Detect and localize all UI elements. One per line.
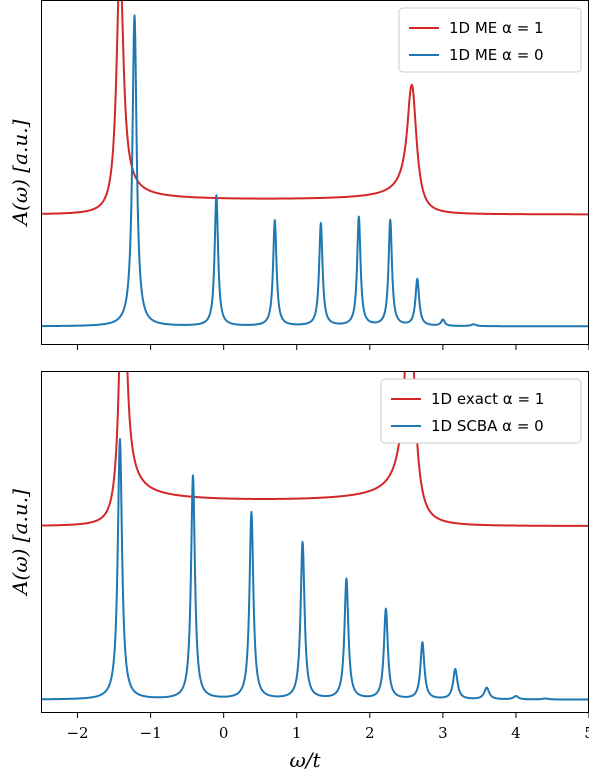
x-tick-label: 5 — [584, 724, 589, 742]
bottom-panel: −2−1012345A(ω) [a.u.]ω/t1D exact α = 11D… — [8, 371, 589, 772]
series-line-alpha-0 — [41, 438, 589, 701]
legend: 1D ME α = 1 1D ME α = 0 — [398, 7, 582, 73]
x-tick-label: 4 — [511, 724, 521, 742]
y-axis-label: A(ω) [a.u.] — [8, 119, 32, 227]
series-line-alpha-0 — [41, 14, 589, 328]
legend-label: 1D exact α = 1 — [431, 390, 544, 408]
legend-label: 1D ME α = 1 — [449, 19, 544, 37]
legend-label: 1D ME α = 0 — [449, 46, 544, 64]
x-tick-label: 0 — [219, 724, 229, 742]
x-tick-label: −1 — [140, 724, 162, 742]
x-tick-label: 2 — [365, 724, 375, 742]
x-tick-label: 3 — [438, 724, 448, 742]
x-tick-label: 1 — [292, 724, 302, 742]
x-tick-label: −2 — [66, 724, 88, 742]
legend-label: 1D SCBA α = 0 — [431, 417, 544, 435]
y-axis-label: A(ω) [a.u.] — [8, 489, 32, 597]
series-line-alpha-1 — [41, 371, 589, 527]
x-axis-label: ω/t — [289, 748, 321, 772]
legend: 1D exact α = 1 1D SCBA α = 0 — [380, 378, 582, 444]
top-panel: A(ω) [a.u.] 1D ME α = 1 1D ME α = 0 — [8, 0, 589, 350]
